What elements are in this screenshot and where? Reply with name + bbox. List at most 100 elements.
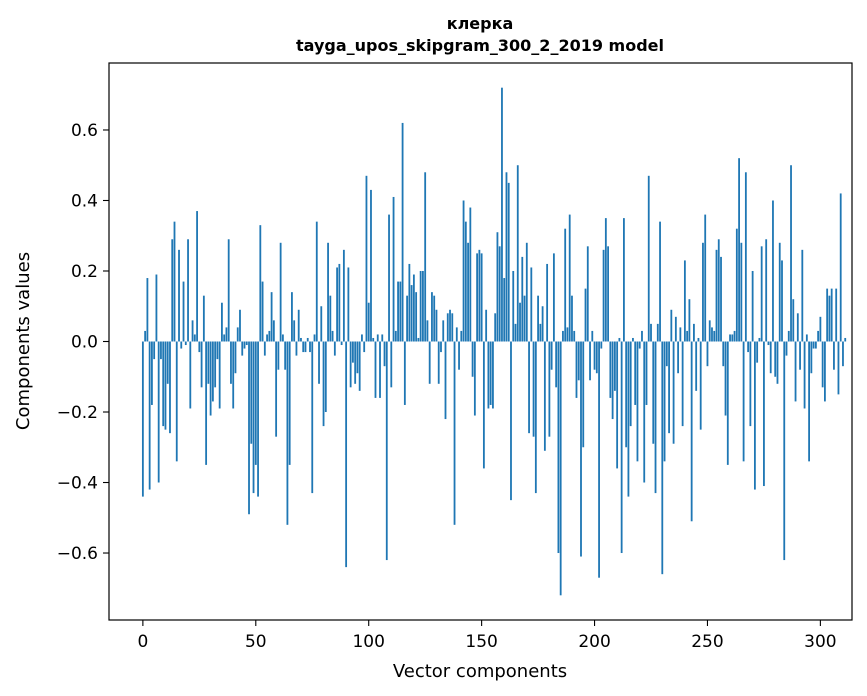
bar — [776, 341, 779, 384]
bar — [753, 341, 756, 490]
y-ticks-group: −0.6 −0.4 −0.2 0.0 0.2 0.4 0.6 — [57, 121, 109, 564]
plot-frame — [108, 62, 853, 621]
bar — [821, 341, 824, 388]
bar — [223, 334, 226, 342]
y-tick-label: 0.0 — [71, 333, 98, 353]
bar — [575, 341, 578, 398]
bar — [390, 341, 393, 388]
bar — [234, 341, 237, 374]
bar — [311, 341, 314, 494]
bar — [349, 341, 352, 388]
bar — [702, 242, 704, 342]
bar — [713, 330, 716, 342]
bar — [148, 341, 151, 490]
bar — [160, 341, 162, 360]
bar — [218, 341, 221, 409]
bar — [352, 341, 354, 363]
bar — [462, 200, 465, 342]
bar — [623, 218, 625, 342]
bar — [433, 295, 436, 342]
bar — [361, 334, 363, 342]
bar — [514, 323, 517, 342]
x-tick-label: 150 — [465, 632, 497, 652]
bar — [458, 341, 460, 370]
bar — [331, 330, 334, 342]
bar — [763, 341, 765, 487]
bar — [738, 158, 740, 342]
bar — [837, 341, 840, 395]
bar — [656, 323, 659, 342]
bar — [399, 281, 402, 342]
bar — [530, 267, 533, 342]
bar — [620, 341, 623, 554]
bar — [336, 267, 338, 342]
bar — [785, 341, 788, 356]
bar — [817, 330, 820, 342]
bar — [704, 214, 707, 342]
bar — [257, 341, 259, 497]
bar — [505, 172, 508, 342]
bar — [507, 182, 510, 342]
bar — [654, 341, 657, 494]
bar — [819, 316, 822, 342]
bar — [670, 309, 673, 342]
bar — [279, 242, 282, 342]
bar — [196, 211, 198, 342]
bar — [189, 341, 192, 409]
bar — [677, 341, 680, 374]
bar — [632, 337, 634, 342]
bar — [512, 270, 515, 342]
bar — [749, 341, 752, 427]
bar — [478, 249, 481, 342]
bar — [320, 306, 323, 342]
bar — [284, 341, 287, 370]
bar — [417, 337, 420, 342]
bar — [300, 337, 302, 342]
bar — [216, 341, 219, 360]
bar — [532, 341, 535, 437]
bar — [571, 295, 573, 342]
bar — [647, 175, 650, 342]
bar — [318, 341, 320, 384]
bar — [392, 196, 395, 342]
bar — [406, 295, 409, 342]
bar — [232, 341, 235, 409]
bar — [616, 341, 619, 469]
bar — [426, 320, 429, 342]
bar — [699, 341, 702, 430]
bar — [293, 320, 296, 342]
bar — [629, 341, 632, 427]
y-tick-label: −0.2 — [57, 403, 98, 423]
bar — [580, 341, 582, 557]
bar — [794, 341, 797, 402]
bar — [740, 242, 743, 342]
bar — [270, 292, 273, 342]
bar — [166, 341, 169, 384]
bar — [442, 320, 445, 342]
bar — [261, 281, 264, 342]
bar — [363, 341, 366, 353]
bar — [358, 341, 361, 391]
bar — [559, 341, 562, 596]
bar — [681, 341, 684, 427]
chart-title-line2: tayga_upos_skipgram_300_2_2019 model — [296, 36, 664, 55]
bar — [586, 246, 589, 342]
bar — [182, 281, 185, 342]
x-axis-label: Vector components — [393, 661, 567, 682]
bar — [272, 320, 275, 342]
bar — [449, 309, 451, 342]
bar — [306, 337, 309, 342]
bar — [686, 330, 689, 342]
bar — [489, 341, 492, 405]
bar — [790, 165, 792, 342]
bar — [668, 341, 670, 434]
bar — [833, 341, 835, 370]
bar — [683, 260, 686, 342]
bar — [618, 337, 621, 342]
bar — [379, 341, 381, 398]
bar — [473, 341, 476, 416]
bar — [842, 341, 844, 367]
bar — [781, 260, 783, 342]
bar — [275, 341, 278, 437]
bar — [345, 341, 348, 568]
